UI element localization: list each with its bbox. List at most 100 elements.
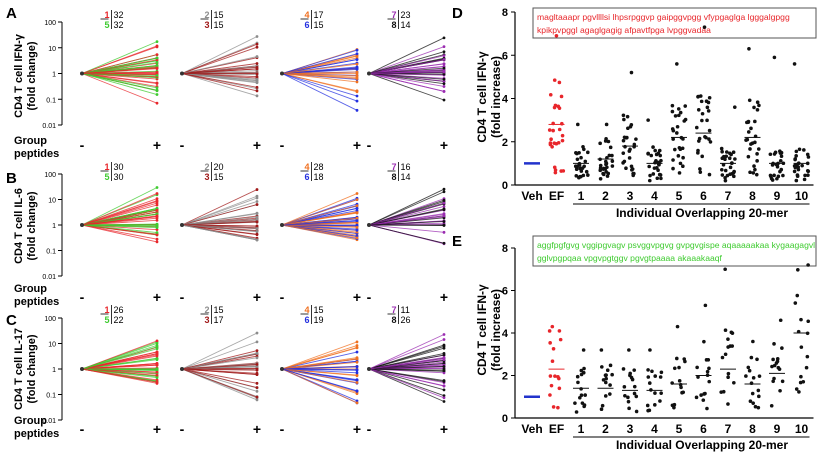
data-point <box>658 173 662 177</box>
baseline-point <box>80 72 84 76</box>
x-label-plus: + <box>253 289 261 305</box>
data-point <box>557 141 561 145</box>
response-point <box>156 204 159 207</box>
data-point <box>721 173 725 177</box>
response-point <box>443 190 446 193</box>
data-point <box>729 153 733 157</box>
data-point <box>727 372 731 376</box>
data-point <box>751 340 755 344</box>
group-count-bottom: 22 <box>114 315 124 325</box>
data-point <box>748 147 752 151</box>
group-id-bottom: 5 <box>104 315 109 325</box>
x-label-minus: - <box>280 289 285 305</box>
group-id-top: 2 <box>204 10 209 20</box>
data-point <box>806 169 810 173</box>
data-point <box>671 167 675 171</box>
y-tick-label: 4 <box>502 94 509 106</box>
data-point <box>800 345 804 349</box>
ylabel-line1: CD4 T cell IFN-γ <box>475 51 489 143</box>
data-point <box>706 106 710 110</box>
data-point <box>781 174 785 178</box>
data-point <box>628 372 632 376</box>
data-point <box>651 172 655 176</box>
data-point <box>772 174 776 178</box>
response-point <box>443 333 446 336</box>
data-point <box>676 125 680 129</box>
group-2-lines <box>180 35 258 97</box>
response-point <box>156 214 159 217</box>
data-point <box>708 173 712 177</box>
group-id-top: 1 <box>104 162 109 172</box>
y-tick-label: 10 <box>48 198 56 205</box>
x-label-plus: + <box>153 137 161 153</box>
group-id-bottom: 6 <box>304 20 309 30</box>
data-point <box>753 120 757 124</box>
response-point <box>356 401 359 404</box>
data-point <box>678 171 682 175</box>
response-point <box>256 89 259 92</box>
data-point <box>553 374 557 378</box>
data-point <box>793 158 797 162</box>
group-id-bottom: 6 <box>304 315 309 325</box>
response-point <box>256 239 259 242</box>
data-point <box>551 129 555 133</box>
data-point <box>749 399 753 403</box>
data-point <box>773 152 777 156</box>
response-point <box>356 211 359 214</box>
data-point <box>632 145 636 149</box>
data-point <box>561 169 565 173</box>
x-label-plus: + <box>353 289 361 305</box>
response-point <box>156 381 159 384</box>
ylabel-line1: CD4 T cell IL-17 <box>13 328 25 410</box>
group-id-top: 4 <box>304 10 309 20</box>
data-point <box>779 318 783 322</box>
response-point <box>443 202 446 205</box>
data-point <box>754 405 758 409</box>
response-point <box>443 338 446 341</box>
data-point <box>582 348 586 352</box>
response-point <box>156 102 159 105</box>
response-line <box>369 369 444 402</box>
x-label-minus: - <box>180 421 185 437</box>
data-point <box>646 152 650 156</box>
y-tick-label: 1 <box>52 72 56 79</box>
baseline-point <box>280 367 284 371</box>
group-count-top: 11 <box>401 305 410 315</box>
row-label-peptides: peptides <box>14 428 59 440</box>
group-id-top: 2 <box>204 162 209 172</box>
y-tick-label: 0.1 <box>46 249 56 256</box>
data-point <box>552 347 556 351</box>
data-point <box>747 130 751 134</box>
group-count-top: 15 <box>214 10 224 20</box>
group-count-bottom: 17 <box>214 315 224 325</box>
data-point <box>799 318 803 322</box>
group-1-lines <box>80 339 158 384</box>
group-count-top: 20 <box>214 162 224 172</box>
data-point <box>648 179 652 183</box>
x-tick-label: 7 <box>725 189 732 203</box>
data-point <box>780 346 784 350</box>
x-tick-label: 9 <box>774 189 781 203</box>
x-label-plus: + <box>440 421 448 437</box>
data-point <box>801 380 805 384</box>
data-point <box>681 156 685 160</box>
data-point <box>605 123 609 127</box>
data-point <box>561 134 565 138</box>
data-point <box>677 114 681 118</box>
data-point <box>582 174 586 178</box>
response-line <box>282 74 357 111</box>
baseline-point <box>367 223 371 227</box>
x-label-plus: + <box>353 137 361 153</box>
data-point <box>794 301 798 305</box>
group-4-lines <box>367 333 445 403</box>
response-point <box>443 365 446 368</box>
data-point <box>579 369 583 373</box>
data-point <box>781 379 785 383</box>
response-point <box>443 58 446 61</box>
panel-d: CD4 T cell IFN-γ (fold increase) magltaa… <box>475 7 816 220</box>
response-point <box>256 230 259 233</box>
data-point <box>574 174 578 178</box>
data-point <box>557 377 561 381</box>
response-point <box>356 109 359 112</box>
